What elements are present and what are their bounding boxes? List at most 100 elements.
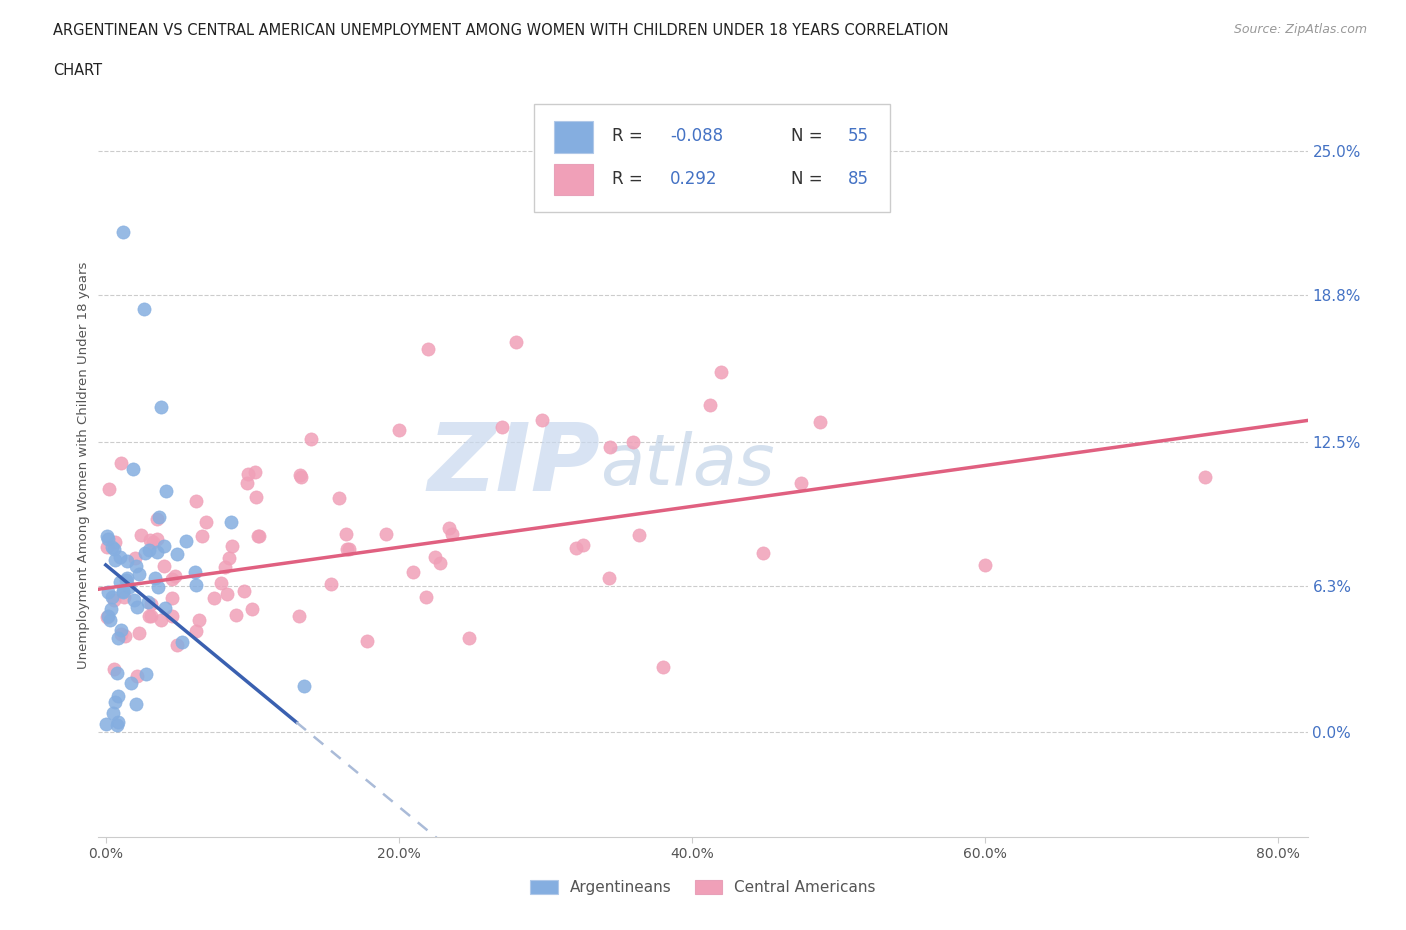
Point [97, 609, 120, 624]
Point [187, 613, 209, 628]
Point [114, 629, 136, 644]
Legend: Argentineans, Central Americans: Argentineans, Central Americans [526, 876, 880, 900]
Point [110, 626, 132, 641]
Point [103, 541, 125, 556]
Point [142, 535, 165, 550]
Point [505, 335, 527, 350]
Point [418, 341, 440, 356]
Point [236, 467, 259, 482]
Point [710, 365, 733, 379]
Point [125, 558, 148, 573]
Point [103, 592, 125, 607]
Point [651, 660, 673, 675]
Point [97, 585, 120, 600]
Point [104, 695, 127, 710]
Point [101, 590, 124, 604]
Point [127, 669, 149, 684]
Point [429, 556, 451, 571]
Point [101, 706, 124, 721]
Point [124, 697, 146, 711]
Point [100, 602, 122, 617]
Point [132, 302, 155, 317]
Point [112, 225, 135, 240]
Point [148, 510, 170, 525]
Point [108, 549, 131, 564]
Point [110, 622, 132, 637]
Point [107, 631, 129, 645]
Point [107, 688, 129, 703]
Point [138, 542, 160, 557]
Point [150, 400, 173, 415]
Point [172, 635, 194, 650]
Point [190, 528, 212, 543]
Point [599, 440, 621, 455]
Text: ARGENTINEAN VS CENTRAL AMERICAN UNEMPLOYMENT AMONG WOMEN WITH CHILDREN UNDER 18 : ARGENTINEAN VS CENTRAL AMERICAN UNEMPLOY… [53, 23, 949, 38]
Point [153, 538, 176, 553]
Point [148, 579, 170, 594]
Text: N =: N = [792, 169, 823, 188]
Point [287, 608, 309, 623]
Point [565, 541, 588, 556]
Point [184, 493, 207, 508]
Point [105, 665, 128, 680]
Point [120, 675, 142, 690]
Text: ZIP: ZIP [427, 419, 600, 511]
Point [128, 626, 150, 641]
Point [115, 570, 138, 585]
FancyBboxPatch shape [534, 104, 890, 212]
Point [290, 468, 312, 483]
Point [195, 515, 218, 530]
Point [163, 568, 186, 583]
Point [146, 544, 169, 559]
Point [153, 601, 176, 616]
Text: 0.292: 0.292 [671, 169, 718, 188]
Point [96, 610, 118, 625]
Point [225, 607, 247, 622]
Point [146, 532, 169, 547]
Point [440, 526, 463, 541]
Point [335, 527, 357, 542]
Point [139, 608, 162, 623]
Point [138, 608, 160, 623]
Point [174, 534, 197, 549]
Point [107, 714, 129, 729]
Point [135, 667, 157, 682]
Point [112, 584, 135, 599]
Point [138, 533, 160, 548]
Point [150, 613, 173, 628]
Point [292, 679, 315, 694]
Point [337, 541, 360, 556]
Point [97, 531, 120, 546]
Point [160, 609, 183, 624]
Point [108, 575, 131, 590]
Point [388, 423, 411, 438]
Text: Source: ZipAtlas.com: Source: ZipAtlas.com [1233, 23, 1367, 36]
Point [218, 551, 240, 566]
Point [214, 559, 236, 574]
Point [246, 529, 269, 544]
Point [134, 546, 156, 561]
Point [94, 716, 117, 731]
Point [96, 539, 118, 554]
Point [299, 432, 322, 447]
Point [118, 579, 141, 594]
Point [374, 526, 396, 541]
Point [402, 565, 425, 579]
Point [146, 512, 169, 526]
Bar [554, 164, 593, 195]
Point [166, 637, 188, 652]
Point [128, 567, 150, 582]
Point [598, 570, 620, 585]
Point [101, 539, 124, 554]
Point [184, 565, 207, 579]
Point [215, 587, 238, 602]
Point [221, 538, 243, 553]
Text: 55: 55 [848, 127, 869, 145]
Point [240, 602, 263, 617]
Y-axis label: Unemployment Among Women with Children Under 18 years: Unemployment Among Women with Children U… [77, 261, 90, 669]
Point [290, 470, 312, 485]
Point [328, 491, 350, 506]
Point [321, 577, 343, 591]
Point [124, 551, 146, 565]
Point [336, 542, 359, 557]
